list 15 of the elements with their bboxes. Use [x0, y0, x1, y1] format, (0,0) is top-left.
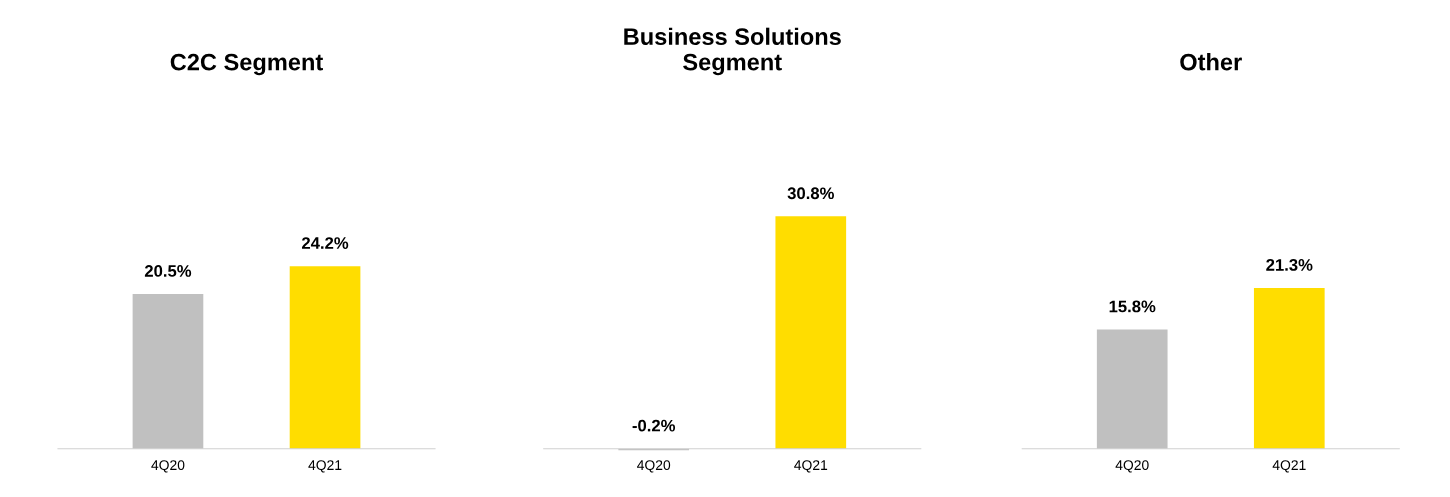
data-label: 15.8%: [1109, 300, 1156, 313]
x-tick-label: 4Q20: [637, 460, 671, 473]
data-label: 24.2%: [301, 237, 349, 249]
x-tick-label: 4Q20: [151, 460, 185, 473]
x-tick-label: 4Q21: [794, 460, 828, 473]
data-label: 21.3%: [1266, 259, 1313, 271]
chart-title: Other: [1180, 53, 1242, 71]
chart-title: C2C Segment: [170, 53, 323, 76]
chart-title: Business Solutions Segment: [624, 27, 841, 76]
x-tick-label: 4Q21: [1272, 460, 1306, 473]
data-label: 30.8%: [787, 187, 834, 200]
x-tick-label: 4Q20: [1115, 460, 1149, 473]
x-tick-label: 4Q21: [308, 460, 342, 473]
data-label: -0.2%: [632, 419, 676, 432]
data-label: 20.5%: [144, 265, 192, 277]
